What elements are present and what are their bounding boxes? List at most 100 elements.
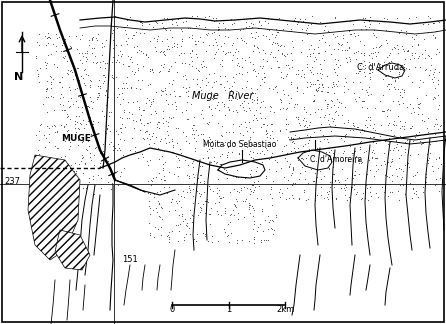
Point bbox=[79, 53, 87, 59]
Point bbox=[258, 208, 265, 213]
Point bbox=[388, 47, 396, 52]
Point bbox=[36, 152, 43, 157]
Point bbox=[190, 174, 197, 179]
Point bbox=[136, 127, 143, 133]
Point bbox=[198, 107, 205, 112]
Point bbox=[414, 101, 421, 106]
Point bbox=[149, 175, 157, 180]
Point bbox=[420, 184, 427, 189]
Point bbox=[265, 220, 273, 225]
Point bbox=[296, 122, 303, 127]
Point bbox=[158, 38, 165, 43]
Point bbox=[359, 126, 366, 132]
Point bbox=[82, 121, 89, 126]
Point bbox=[349, 127, 356, 133]
Point bbox=[247, 181, 254, 186]
Point bbox=[127, 148, 134, 153]
Point bbox=[375, 194, 382, 200]
Point bbox=[317, 66, 324, 71]
Point bbox=[408, 110, 415, 116]
Point bbox=[265, 27, 272, 32]
Point bbox=[368, 64, 375, 69]
Point bbox=[155, 200, 162, 205]
Point bbox=[107, 14, 114, 19]
Point bbox=[218, 124, 225, 129]
Point bbox=[289, 135, 296, 140]
Point bbox=[76, 95, 83, 100]
Point bbox=[430, 169, 437, 174]
Point bbox=[199, 230, 206, 235]
Point bbox=[78, 139, 86, 144]
Point bbox=[260, 121, 268, 126]
Point bbox=[235, 64, 242, 69]
Point bbox=[360, 52, 368, 58]
Point bbox=[403, 138, 410, 143]
Point bbox=[303, 161, 310, 166]
Point bbox=[321, 136, 328, 142]
Point bbox=[52, 32, 59, 37]
Point bbox=[247, 155, 254, 160]
Text: Muge   River: Muge River bbox=[192, 91, 253, 101]
Point bbox=[197, 172, 204, 177]
Point bbox=[210, 30, 217, 35]
Point bbox=[353, 154, 360, 159]
Point bbox=[179, 130, 186, 135]
Point bbox=[249, 99, 256, 104]
Point bbox=[92, 144, 99, 149]
Point bbox=[257, 237, 264, 243]
Point bbox=[417, 64, 424, 70]
Point bbox=[247, 202, 254, 208]
Point bbox=[186, 174, 193, 179]
Point bbox=[187, 26, 194, 31]
Point bbox=[101, 128, 108, 133]
Point bbox=[344, 197, 351, 202]
Point bbox=[129, 118, 136, 123]
Point bbox=[302, 118, 309, 123]
Point bbox=[275, 16, 282, 21]
Point bbox=[66, 168, 74, 173]
Point bbox=[379, 71, 386, 76]
Point bbox=[283, 74, 290, 79]
Point bbox=[226, 107, 233, 112]
Point bbox=[249, 226, 256, 231]
Point bbox=[343, 47, 351, 52]
Point bbox=[174, 173, 181, 178]
Point bbox=[234, 198, 241, 203]
Point bbox=[368, 150, 375, 155]
Point bbox=[334, 65, 341, 70]
Point bbox=[95, 90, 103, 96]
Point bbox=[426, 68, 434, 73]
Point bbox=[416, 130, 423, 135]
Point bbox=[412, 132, 419, 137]
Point bbox=[372, 106, 379, 111]
Point bbox=[95, 166, 103, 171]
Point bbox=[262, 127, 269, 133]
Point bbox=[281, 92, 288, 97]
Point bbox=[201, 25, 208, 30]
Point bbox=[373, 53, 380, 59]
Point bbox=[324, 102, 331, 107]
Point bbox=[81, 161, 88, 166]
Point bbox=[155, 199, 162, 204]
Point bbox=[327, 179, 334, 185]
Point bbox=[329, 84, 336, 89]
Point bbox=[402, 65, 409, 70]
Point bbox=[355, 160, 362, 165]
Point bbox=[384, 122, 391, 127]
Point bbox=[342, 192, 349, 197]
Point bbox=[341, 83, 348, 88]
Point bbox=[429, 80, 437, 85]
Point bbox=[311, 58, 318, 64]
Point bbox=[95, 120, 102, 125]
Point bbox=[396, 119, 403, 124]
Point bbox=[380, 190, 388, 195]
Point bbox=[262, 75, 269, 80]
Point bbox=[124, 53, 132, 59]
Point bbox=[178, 37, 186, 42]
Point bbox=[173, 41, 181, 46]
Point bbox=[190, 77, 197, 82]
Point bbox=[344, 118, 351, 123]
Point bbox=[178, 211, 186, 216]
Point bbox=[431, 121, 438, 126]
Point bbox=[409, 123, 416, 128]
